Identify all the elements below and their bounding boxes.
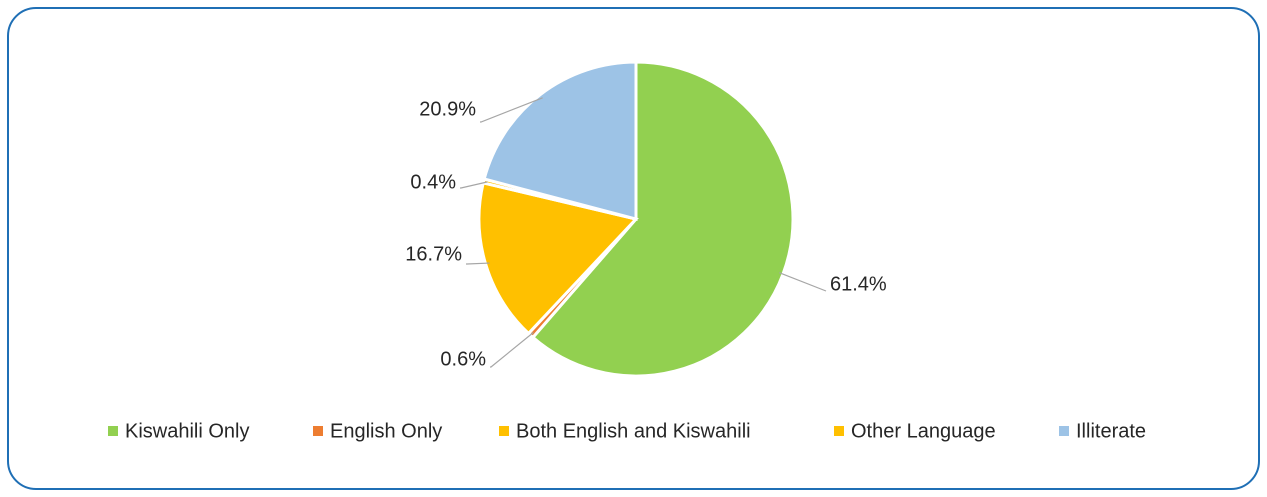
data-label: 0.4% [410, 171, 456, 193]
legend-label: Other Language [851, 420, 996, 442]
data-label: 16.7% [405, 243, 462, 265]
legend-label: English Only [330, 420, 442, 442]
legend-label: Kiswahili Only [125, 420, 249, 442]
pie-slice [482, 60, 638, 221]
leader-line [466, 262, 490, 265]
data-label: 20.9% [419, 98, 476, 120]
leader-line [490, 332, 534, 368]
leader-line [779, 272, 827, 292]
legend-swatch [499, 426, 509, 436]
legend-swatch [108, 426, 118, 436]
legend-label: Illiterate [1076, 420, 1146, 442]
data-label: 0.6% [440, 348, 486, 370]
legend-label: Both English and Kiswahili [516, 420, 751, 442]
legend-swatch [313, 426, 323, 436]
leader-line [460, 181, 488, 189]
legend-swatch [1059, 426, 1069, 436]
data-label: 61.4% [830, 273, 887, 295]
legend-swatch [834, 426, 844, 436]
leader-line [480, 97, 543, 123]
pie-slice [477, 181, 639, 336]
